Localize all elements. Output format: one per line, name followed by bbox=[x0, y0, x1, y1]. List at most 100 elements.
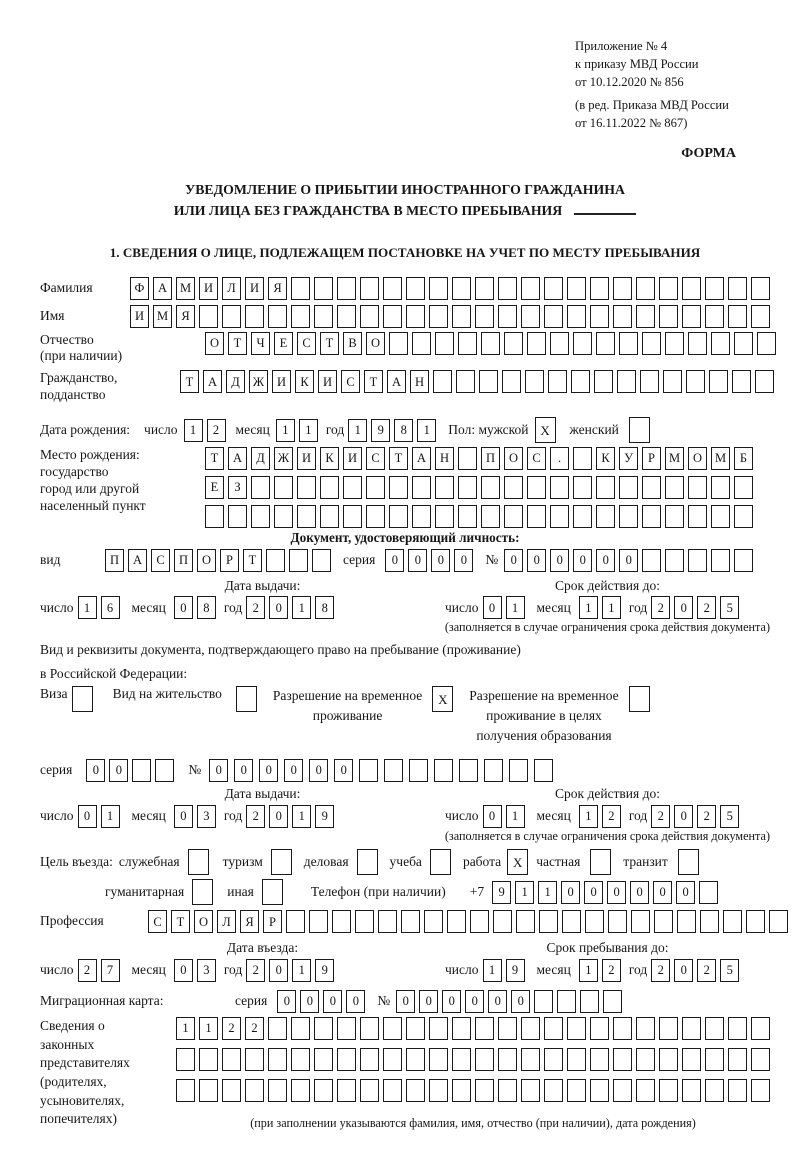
char-cell bbox=[734, 476, 753, 500]
char-cell bbox=[481, 476, 500, 500]
char-cell bbox=[502, 370, 521, 394]
char-cell bbox=[274, 476, 293, 500]
birthplace-label-line1: Место рождения: bbox=[40, 447, 140, 463]
visa-checkbox-cell bbox=[71, 686, 93, 713]
birthplace-label: Место рождения: государство город или др… bbox=[40, 447, 205, 515]
char-cell: К bbox=[320, 447, 339, 471]
char-cell: О bbox=[194, 910, 213, 934]
char-cell: 0 bbox=[561, 880, 581, 904]
char-cell: Д bbox=[226, 370, 245, 394]
char-cell: 2 bbox=[697, 596, 717, 620]
char-cell: 0 bbox=[269, 959, 289, 983]
char-cell: Е bbox=[205, 476, 224, 500]
char-cell bbox=[406, 276, 425, 300]
char-cell bbox=[688, 476, 707, 500]
char-cell: 0 bbox=[674, 805, 694, 829]
char-cell bbox=[590, 276, 609, 300]
tourism-checkbox-cell bbox=[270, 849, 292, 876]
char-cell bbox=[433, 370, 452, 394]
char-cell bbox=[705, 304, 724, 328]
char-cell bbox=[475, 276, 494, 300]
char-cell: 0 bbox=[596, 548, 616, 572]
purpose-study-checkbox bbox=[429, 849, 451, 876]
visa-option: Виза bbox=[40, 686, 93, 713]
char-cell bbox=[251, 476, 270, 500]
char-cell: 2 bbox=[246, 596, 266, 620]
char-cell bbox=[320, 476, 339, 500]
char-cell: 1 bbox=[601, 596, 621, 620]
char-cell bbox=[297, 505, 316, 529]
purpose-row-2: гуманитарная иная Телефон (при наличии) … bbox=[40, 879, 770, 906]
char-cell: 0 bbox=[465, 990, 485, 1014]
char-cell bbox=[550, 505, 569, 529]
annex-edition-line-1: (в ред. Приказа МВД России bbox=[575, 97, 729, 112]
char-cell: 0 bbox=[442, 990, 462, 1014]
char-cell: А bbox=[153, 276, 172, 300]
humanitarian-checkbox-cell bbox=[192, 879, 214, 906]
char-cell bbox=[682, 1048, 701, 1072]
id-issue-month-label: месяц bbox=[131, 599, 166, 615]
char-cell bbox=[378, 910, 397, 934]
id-issue-day-label: число bbox=[40, 599, 74, 615]
char-cell: М bbox=[711, 447, 730, 471]
char-cell: Т bbox=[364, 370, 383, 394]
char-cell: 0 bbox=[573, 548, 593, 572]
char-cell bbox=[481, 505, 500, 529]
char-cell bbox=[383, 1017, 402, 1041]
char-cell bbox=[527, 505, 546, 529]
char-cell: Р bbox=[220, 548, 239, 572]
form-title-line2: ИЛИ ЛИЦА БЕЗ ГРАЖДАНСТВА В МЕСТО ПРЕБЫВА… bbox=[173, 202, 563, 218]
char-cell bbox=[360, 1079, 379, 1103]
char-cell bbox=[573, 505, 592, 529]
char-cell bbox=[297, 476, 316, 500]
char-cell: 0 bbox=[109, 759, 129, 783]
char-cell: 0 bbox=[396, 990, 416, 1014]
stay-month-label: месяц bbox=[536, 962, 571, 978]
representatives-label-line6: попечителях) bbox=[40, 1111, 117, 1127]
char-cell bbox=[355, 910, 374, 934]
char-cell bbox=[642, 505, 661, 529]
char-cell bbox=[452, 1079, 471, 1103]
char-cell bbox=[286, 910, 305, 934]
char-cell bbox=[343, 505, 362, 529]
identity-doc-heading: Документ, удостоверяющий личность: bbox=[290, 530, 520, 546]
char-cell: 0 bbox=[619, 548, 639, 572]
char-cell: 0 bbox=[504, 548, 524, 572]
char-cell bbox=[484, 759, 504, 783]
other-checkbox-cell bbox=[261, 879, 283, 906]
char-cell bbox=[557, 990, 577, 1014]
char-cell bbox=[429, 304, 448, 328]
section-1-heading: 1. СВЕДЕНИЯ О ЛИЦЕ, ПОДЛЕЖАЩЕМ ПОСТАНОВК… bbox=[109, 245, 701, 261]
migration-card-label: Миграционная карта: bbox=[40, 993, 164, 1009]
char-cell bbox=[686, 370, 705, 394]
char-cell: 2 bbox=[697, 805, 717, 829]
char-cell bbox=[504, 476, 523, 500]
char-cell bbox=[458, 476, 477, 500]
char-cell bbox=[613, 1048, 632, 1072]
char-cell: Е bbox=[274, 331, 293, 355]
char-cell bbox=[406, 1017, 425, 1041]
migration-series-label: серия bbox=[235, 993, 268, 1009]
rvp-education-label-line3: получения образования bbox=[476, 727, 612, 743]
char-cell bbox=[573, 447, 592, 471]
char-cell: С bbox=[151, 548, 170, 572]
char-cell: 8 bbox=[315, 596, 335, 620]
char-cell: 0 bbox=[454, 548, 474, 572]
char-cell bbox=[479, 370, 498, 394]
purpose-official-label: служебная bbox=[118, 853, 180, 869]
char-cell: С bbox=[148, 910, 167, 934]
char-cell: 0 bbox=[482, 596, 502, 620]
char-cell bbox=[470, 910, 489, 934]
char-cell: 1 bbox=[348, 418, 368, 442]
char-cell: 0 bbox=[173, 805, 193, 829]
char-cell bbox=[585, 910, 604, 934]
char-cell bbox=[613, 1017, 632, 1041]
purpose-tourism-checkbox bbox=[270, 849, 292, 876]
